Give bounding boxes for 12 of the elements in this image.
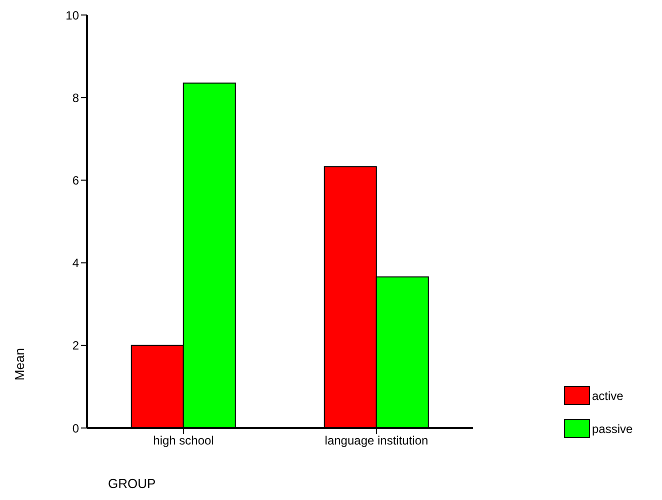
x-tick-label: language institution (324, 434, 428, 448)
y-tick-label: 6 (72, 173, 80, 188)
y-axis-title: Mean (12, 348, 27, 381)
legend-label: active (592, 388, 624, 402)
y-tick-label: 8 (72, 90, 80, 105)
x-tick-label: high school (153, 434, 214, 448)
y-tick-label: 4 (72, 256, 80, 270)
legend-label: passive (592, 422, 633, 436)
y-tick-label: 10 (66, 8, 80, 22)
x-axis-title: GROUP (108, 476, 156, 491)
y-tick-label: 2 (72, 338, 80, 353)
y-tick-label: 0 (72, 421, 80, 436)
